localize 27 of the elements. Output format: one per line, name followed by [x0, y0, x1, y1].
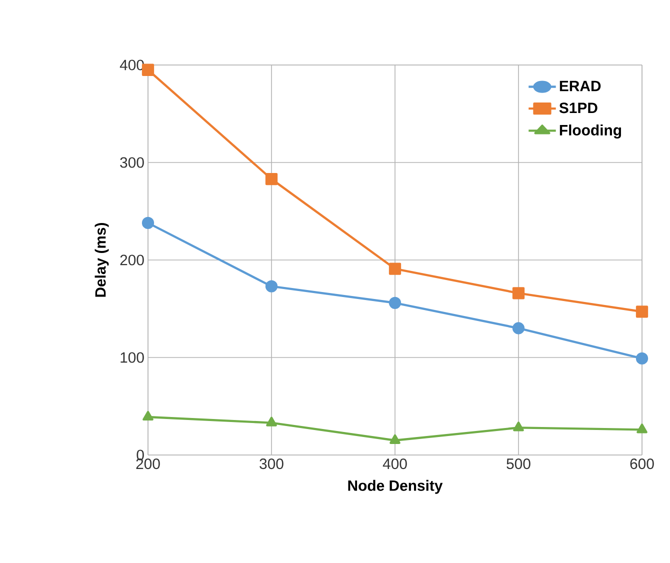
point — [512, 287, 525, 300]
point — [266, 416, 277, 426]
x-tick-label: 300 — [260, 458, 284, 470]
point — [636, 306, 648, 318]
y-tick-label: 100 — [120, 352, 144, 363]
point — [142, 410, 154, 421]
point — [512, 322, 525, 334]
legend-label: S1PD — [559, 102, 598, 114]
point — [390, 434, 400, 444]
point — [142, 216, 154, 230]
point — [636, 352, 648, 365]
x-tick-label: 400 — [382, 458, 407, 470]
x-tick-label: 500 — [506, 458, 530, 470]
x-tick-label: 200 — [136, 458, 160, 470]
y-axis-title: Delay (ms) — [94, 222, 109, 297]
point — [513, 422, 524, 432]
point — [265, 172, 278, 186]
point — [388, 262, 402, 275]
legend-label: Flooding — [560, 124, 622, 139]
x-tick-label: 600 — [630, 458, 654, 470]
x-axis-title: Node Density — [348, 480, 443, 494]
point — [265, 280, 278, 292]
y-tick-label: 300 — [120, 157, 144, 168]
point — [636, 424, 648, 434]
point — [388, 296, 402, 309]
legend-label: ERAD — [560, 80, 601, 92]
y-tick-label: 200 — [120, 254, 144, 266]
